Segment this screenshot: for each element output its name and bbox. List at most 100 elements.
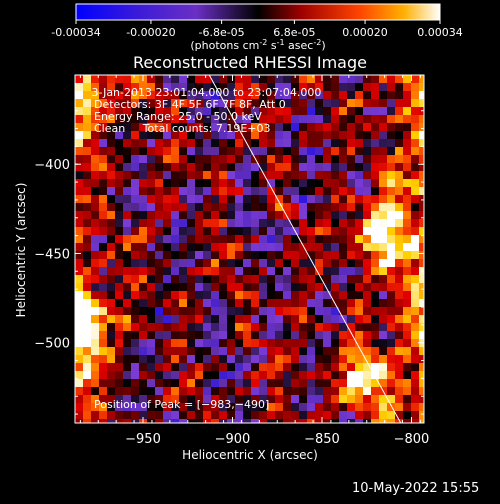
- heatmap-cell: [75, 291, 83, 299]
- heatmap-cell: [83, 75, 91, 83]
- heatmap-cell: [403, 155, 411, 163]
- heatmap-cell: [235, 211, 243, 219]
- heatmap-cell: [387, 419, 395, 423]
- heatmap-cell: [75, 307, 83, 315]
- heatmap-cell: [379, 131, 387, 139]
- heatmap-cell: [299, 331, 307, 339]
- heatmap-cell: [275, 163, 283, 171]
- heatmap-cell: [139, 243, 147, 251]
- heatmap-cell: [211, 147, 219, 155]
- heatmap-cell: [235, 355, 243, 363]
- heatmap-cell: [259, 195, 267, 203]
- heatmap-cell: [299, 147, 307, 155]
- heatmap-cell: [331, 155, 339, 163]
- heatmap-cell: [411, 315, 419, 323]
- heatmap-cell: [91, 315, 99, 323]
- heatmap-cell: [91, 227, 99, 235]
- heatmap-cell: [91, 155, 99, 163]
- heatmap-cell: [171, 283, 179, 291]
- heatmap-cell: [291, 123, 299, 131]
- heatmap-cell: [275, 171, 283, 179]
- heatmap-cell: [275, 307, 283, 315]
- heatmap-cell: [171, 411, 179, 419]
- heatmap-cell: [147, 227, 155, 235]
- heatmap-cell: [395, 275, 403, 283]
- heatmap-cell: [195, 339, 203, 347]
- heatmap-cell: [259, 347, 267, 355]
- heatmap-cell: [83, 379, 91, 387]
- heatmap-cell: [347, 163, 355, 171]
- heatmap-cell: [299, 347, 307, 355]
- heatmap-cell: [203, 163, 211, 171]
- heatmap-cell: [379, 187, 387, 195]
- heatmap-cell: [147, 355, 155, 363]
- heatmap-cell: [179, 347, 187, 355]
- heatmap-cell: [115, 171, 123, 179]
- heatmap-cell: [83, 171, 91, 179]
- heatmap-cell: [107, 323, 115, 331]
- heatmap-cell: [347, 395, 355, 403]
- heatmap-cell: [147, 107, 155, 115]
- heatmap-cell: [275, 283, 283, 291]
- heatmap-cell: [123, 115, 131, 123]
- heatmap-cell: [139, 355, 147, 363]
- heatmap-cell: [275, 195, 283, 203]
- heatmap-cell: [411, 243, 419, 251]
- heatmap-cell: [203, 243, 211, 251]
- heatmap-cell: [347, 123, 355, 131]
- heatmap-cell: [203, 267, 211, 275]
- heatmap-cell: [179, 419, 187, 423]
- heatmap-cell: [235, 347, 243, 355]
- heatmap-cell: [419, 323, 424, 331]
- heatmap-cell: [203, 211, 211, 219]
- heatmap-cell: [219, 75, 227, 83]
- heatmap-cell: [275, 411, 283, 419]
- heatmap-cell: [395, 371, 403, 379]
- heatmap-cell: [283, 187, 291, 195]
- heatmap-cell: [395, 91, 403, 99]
- heatmap-cell: [251, 195, 259, 203]
- heatmap-cell: [347, 99, 355, 107]
- heatmap-cell: [219, 387, 227, 395]
- heatmap-cell: [339, 355, 347, 363]
- heatmap-cell: [163, 147, 171, 155]
- heatmap-cell: [387, 411, 395, 419]
- heatmap-cell: [107, 171, 115, 179]
- heatmap-cell: [99, 339, 107, 347]
- heatmap-cell: [315, 179, 323, 187]
- heatmap-cell: [331, 339, 339, 347]
- heatmap-cell: [243, 171, 251, 179]
- heatmap-cell: [243, 123, 251, 131]
- heatmap-cell: [219, 131, 227, 139]
- heatmap-cell: [235, 139, 243, 147]
- heatmap-cell: [235, 251, 243, 259]
- heatmap-cell: [99, 315, 107, 323]
- heatmap-cell: [163, 307, 171, 315]
- heatmap-cell: [211, 387, 219, 395]
- heatmap-cell: [219, 299, 227, 307]
- heatmap-cell: [219, 259, 227, 267]
- heatmap-cell: [299, 163, 307, 171]
- heatmap-cell: [115, 267, 123, 275]
- heatmap-cell: [131, 411, 139, 419]
- heatmap-cell: [139, 315, 147, 323]
- heatmap-cell: [259, 235, 267, 243]
- heatmap-cell: [91, 339, 99, 347]
- heatmap-cell: [211, 347, 219, 355]
- heatmap-cell: [275, 123, 283, 131]
- heatmap-cell: [355, 419, 363, 423]
- heatmap-cell: [91, 299, 99, 307]
- heatmap-cell: [283, 283, 291, 291]
- heatmap-cell: [387, 163, 395, 171]
- heatmap-cell: [331, 355, 339, 363]
- heatmap-cell: [339, 83, 347, 91]
- heatmap-cell: [339, 395, 347, 403]
- heatmap-cell: [75, 355, 83, 363]
- heatmap-cell: [411, 235, 419, 243]
- heatmap-cell: [387, 387, 395, 395]
- heatmap-cell: [107, 419, 115, 423]
- heatmap-cell: [107, 155, 115, 163]
- heatmap-cell: [259, 115, 267, 123]
- heatmap-cell: [355, 227, 363, 235]
- heatmap-cell: [307, 379, 315, 387]
